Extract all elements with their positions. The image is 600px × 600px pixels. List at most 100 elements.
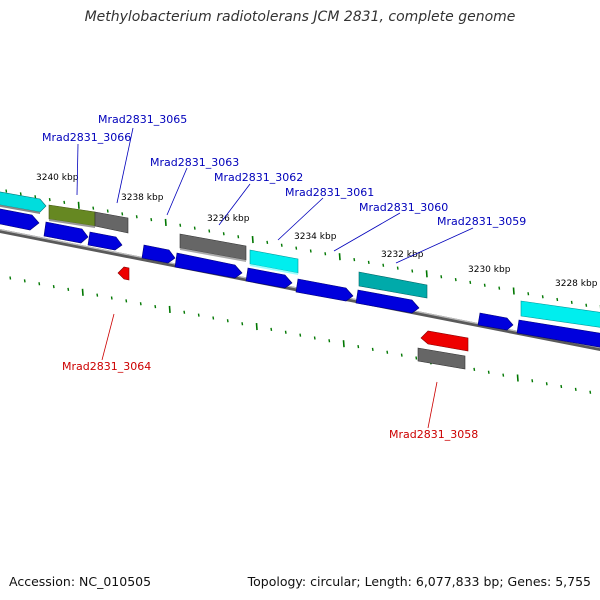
scale-tick-labels: 3240 kbp 3238 kbp 3236 kbp 3234 kbp 3232… bbox=[36, 173, 598, 289]
minor-tick bbox=[382, 263, 385, 267]
minor-tick bbox=[266, 240, 269, 245]
gene-label-3065[interactable]: Mrad2831_3065 bbox=[98, 113, 187, 126]
minor-tick bbox=[67, 287, 70, 292]
minor-tick bbox=[121, 212, 124, 216]
gene-arrow[interactable] bbox=[0, 191, 47, 214]
minor-tick bbox=[9, 276, 12, 280]
gene-track-forward-outer bbox=[0, 191, 600, 328]
major-tick bbox=[251, 236, 254, 244]
minor-tick bbox=[400, 353, 403, 357]
major-tick bbox=[168, 305, 171, 313]
minor-tick bbox=[23, 279, 26, 283]
gene-box-cyan[interactable] bbox=[249, 249, 299, 275]
minor-tick bbox=[48, 197, 51, 202]
gene-box-gray[interactable] bbox=[94, 211, 129, 234]
minor-tick bbox=[357, 344, 360, 349]
minor-tick bbox=[222, 232, 225, 236]
minor-tick bbox=[135, 215, 138, 219]
minor-tick bbox=[241, 322, 244, 326]
minor-tick bbox=[197, 313, 200, 317]
gene-arrow-red[interactable] bbox=[117, 266, 130, 281]
gene-arrow-blue[interactable] bbox=[477, 312, 514, 331]
tick-label-3236: 3236 kbp bbox=[207, 214, 250, 224]
gene-arrow-blue[interactable] bbox=[516, 319, 600, 348]
major-tick bbox=[255, 323, 258, 331]
minor-tick bbox=[150, 217, 153, 222]
minor-tick bbox=[371, 347, 374, 352]
minor-tick bbox=[212, 316, 215, 320]
gene-box-cyan[interactable] bbox=[520, 300, 600, 328]
gene-track-reverse bbox=[117, 266, 469, 370]
minor-tick bbox=[324, 252, 327, 256]
gene-box-olive[interactable] bbox=[48, 204, 96, 228]
minor-tick bbox=[531, 379, 534, 383]
minor-tick bbox=[574, 387, 577, 392]
minor-tick bbox=[208, 229, 211, 233]
gene-arrow-blue[interactable] bbox=[174, 252, 243, 279]
minor-tick bbox=[570, 300, 573, 305]
minor-tick bbox=[498, 286, 501, 290]
gene-label-3060[interactable]: Mrad2831_3060 bbox=[359, 201, 448, 214]
minor-tick bbox=[183, 310, 186, 314]
minor-tick bbox=[483, 283, 486, 287]
major-tick bbox=[338, 253, 341, 261]
minor-tick bbox=[154, 304, 157, 309]
gene-arrow-blue[interactable] bbox=[245, 267, 293, 289]
gene-arrow-red[interactable] bbox=[420, 330, 469, 352]
minor-tick bbox=[38, 282, 41, 286]
gene-labels: Mrad2831_3065 Mrad2831_3066 Mrad2831_306… bbox=[42, 113, 526, 441]
minor-tick bbox=[284, 330, 287, 334]
minor-tick bbox=[179, 223, 182, 227]
major-tick bbox=[425, 270, 428, 278]
gene-label-3059[interactable]: Mrad2831_3059 bbox=[437, 215, 526, 228]
gene-label-3063[interactable]: Mrad2831_3063 bbox=[150, 156, 239, 169]
minor-tick bbox=[415, 356, 418, 360]
gene-arrow-blue[interactable] bbox=[87, 231, 123, 251]
minor-tick bbox=[353, 257, 356, 262]
minor-tick bbox=[589, 390, 592, 394]
map-title: Methylobacterium radiotolerans JCM 2831,… bbox=[84, 9, 516, 25]
minor-tick bbox=[473, 367, 476, 372]
minor-tick bbox=[386, 350, 389, 354]
gene-box-teal[interactable] bbox=[358, 271, 428, 299]
minor-tick bbox=[19, 192, 22, 196]
minor-tick bbox=[440, 275, 443, 279]
gene-label-3064[interactable]: Mrad2831_3064 bbox=[62, 360, 151, 373]
minor-tick bbox=[270, 327, 273, 332]
gene-box-gray[interactable] bbox=[417, 347, 466, 370]
minor-tick bbox=[5, 189, 8, 193]
gene-arrow-blue[interactable] bbox=[0, 208, 40, 231]
gene-track-forward-inner bbox=[0, 208, 600, 348]
minor-tick bbox=[560, 384, 563, 389]
minor-tick bbox=[541, 295, 544, 299]
tick-label-3240: 3240 kbp bbox=[36, 173, 79, 183]
gene-arrow-blue[interactable] bbox=[43, 221, 89, 244]
minor-tick bbox=[487, 370, 490, 374]
minor-tick bbox=[299, 333, 302, 337]
gene-arrow-blue[interactable] bbox=[355, 289, 420, 314]
minor-tick bbox=[96, 293, 99, 297]
minor-tick bbox=[313, 336, 316, 340]
minor-tick bbox=[92, 206, 95, 210]
minor-tick bbox=[527, 292, 530, 296]
minor-tick bbox=[237, 235, 240, 239]
minor-tick bbox=[469, 280, 472, 285]
accession-text: Accession: NC_010505 bbox=[9, 574, 152, 589]
gene-arrow-blue[interactable] bbox=[141, 244, 176, 264]
minor-tick bbox=[411, 269, 414, 273]
tick-label-3232: 3232 kbp bbox=[381, 250, 424, 260]
minor-tick bbox=[396, 266, 399, 270]
minor-tick bbox=[309, 249, 312, 253]
gene-label-3062[interactable]: Mrad2831_3062 bbox=[214, 171, 303, 184]
minor-tick bbox=[110, 296, 113, 300]
major-tick bbox=[164, 218, 167, 226]
gene-box-gray[interactable] bbox=[179, 233, 247, 262]
topology-text: Topology: circular; Length: 6,077,833 bp… bbox=[247, 574, 591, 589]
minor-tick bbox=[34, 195, 37, 199]
gene-label-3066[interactable]: Mrad2831_3066 bbox=[42, 131, 131, 144]
gene-arrow-blue[interactable] bbox=[295, 278, 354, 302]
gene-label-3058[interactable]: Mrad2831_3058 bbox=[389, 428, 478, 441]
gene-label-3061[interactable]: Mrad2831_3061 bbox=[285, 186, 374, 199]
minor-tick bbox=[280, 243, 283, 247]
